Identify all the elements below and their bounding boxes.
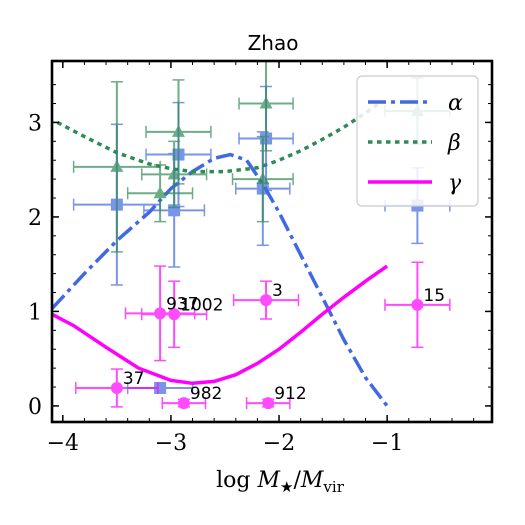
svg-text:log M★/Mvir: log M★/Mvir — [216, 468, 345, 496]
axis-ticks: −4 −3 −2 −1 0 1 2 3 — [28, 61, 492, 456]
gamma_points-marker-2 — [168, 308, 181, 321]
gamma_points-marker-4 — [260, 294, 273, 307]
beta_points-marker-4 — [259, 96, 273, 109]
beta_points-marker-1 — [153, 186, 167, 199]
point-label: 982 — [190, 384, 222, 404]
point-label: 15 — [423, 286, 445, 306]
chart-title: Zhao — [248, 31, 299, 55]
legend-label: β — [447, 131, 461, 156]
gamma_points-marker-3 — [177, 397, 190, 410]
y-tick-label: 1 — [28, 300, 42, 325]
alpha_points-marker-1 — [154, 381, 167, 394]
gamma_points-marker-0 — [110, 381, 123, 394]
y-tick-label: 3 — [28, 111, 42, 136]
curve-alpha — [52, 152, 389, 407]
point-label: 37 — [123, 369, 145, 389]
point-label: 1002 — [180, 295, 223, 315]
x-tick-label: −1 — [371, 431, 403, 456]
plot-frame — [50, 59, 494, 424]
legend: αβγ — [356, 75, 479, 207]
curve-gamma — [52, 264, 389, 386]
y-tick-label: 0 — [28, 395, 42, 420]
beta_points-marker-5 — [256, 172, 270, 185]
gamma_points-marker-6 — [411, 298, 424, 311]
x-axis-label: log M★/Mvir — [216, 468, 345, 496]
legend-label: α — [448, 91, 463, 116]
series-gamma_points — [75, 261, 451, 410]
point-label: 3 — [272, 281, 283, 301]
beta_points-marker-2 — [171, 124, 185, 137]
x-tick-label: −2 — [263, 431, 295, 456]
x-tick-label: −4 — [47, 431, 79, 456]
x-tick-label: −3 — [155, 431, 187, 456]
gamma_points-marker-5 — [262, 397, 275, 410]
beta_points-marker-3 — [167, 167, 181, 180]
legend-label: γ — [448, 171, 462, 196]
point-label: 937 — [166, 294, 198, 314]
curve-beta — [56, 100, 383, 174]
beta_points-marker-0 — [110, 159, 124, 172]
y-tick-label: 2 — [28, 206, 42, 231]
point-label: 912 — [274, 384, 306, 404]
